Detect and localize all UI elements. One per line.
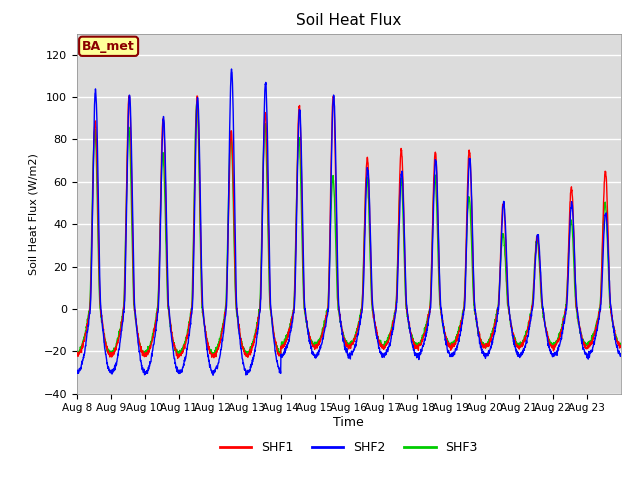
SHF1 (127, 161, 135, 167)
SHF3 (513, 341, 521, 347)
SHF1 (174, 356, 182, 361)
Line: SHF1: SHF1 (77, 96, 621, 359)
SHF2 (209, 372, 217, 378)
SHF3 (610, 326, 618, 332)
SHF3 (127, 185, 135, 191)
Y-axis label: Soil Heat Flux (W/m2): Soil Heat Flux (W/m2) (28, 153, 38, 275)
Legend: SHF1, SHF2, SHF3: SHF1, SHF2, SHF3 (214, 436, 483, 459)
Title: Soil Heat Flux: Soil Heat Flux (296, 13, 401, 28)
SHF1 (610, 323, 618, 328)
SHF3 (617, 341, 625, 347)
SHF1 (513, 344, 521, 349)
SHF3 (245, 348, 253, 354)
SHF2 (245, 369, 253, 375)
SHF2 (610, 324, 618, 329)
SHF2 (544, 338, 552, 344)
Line: SHF2: SHF2 (77, 69, 621, 375)
SHF2 (127, 132, 135, 138)
SHF1 (125, 93, 133, 98)
Text: BA_met: BA_met (82, 40, 135, 53)
SHF1 (544, 334, 552, 339)
SHF3 (73, 349, 81, 355)
SHF2 (382, 349, 390, 355)
SHF1 (245, 350, 253, 356)
SHF1 (73, 350, 81, 356)
SHF2 (513, 348, 521, 354)
SHF2 (73, 369, 81, 375)
SHF3 (544, 333, 552, 338)
Line: SHF3: SHF3 (77, 102, 621, 356)
SHF3 (193, 99, 200, 105)
SHF2 (228, 66, 236, 72)
SHF3 (243, 353, 251, 359)
SHF2 (617, 351, 625, 357)
SHF1 (617, 344, 625, 350)
SHF1 (382, 342, 390, 348)
SHF3 (382, 340, 390, 346)
X-axis label: Time: Time (333, 416, 364, 429)
